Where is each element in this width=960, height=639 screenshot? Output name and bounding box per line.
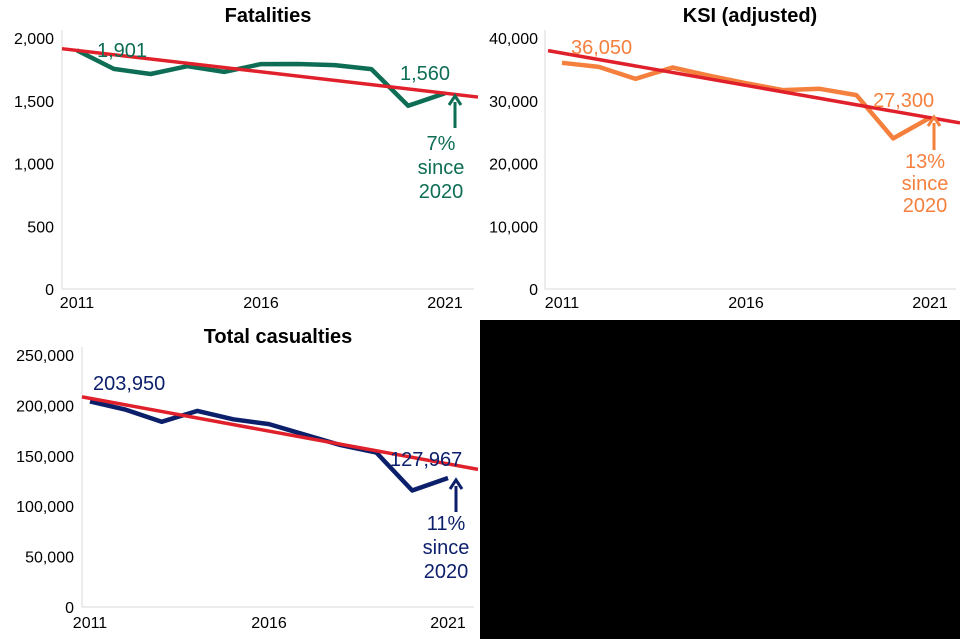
y-tick-label: 250,000 bbox=[16, 348, 74, 365]
chart-panel-3: Total casualties 0 50,000 100,000 150,000 200… bbox=[16, 326, 479, 632]
change-annotation: 13% bbox=[905, 151, 945, 173]
y-tick-label: 1,500 bbox=[14, 94, 54, 111]
y-tick-label: 200,000 bbox=[16, 398, 74, 415]
arrow-head-icon bbox=[447, 93, 463, 106]
chart-title: Total casualties bbox=[204, 326, 353, 348]
change-annotation: since bbox=[418, 157, 465, 179]
y-tick-label: 100,000 bbox=[16, 499, 74, 516]
y-tick-label: 500 bbox=[27, 219, 54, 236]
trend-line bbox=[81, 395, 479, 472]
x-tick-label: 2016 bbox=[243, 295, 279, 312]
y-tick-label: 30,000 bbox=[489, 94, 538, 111]
chart-title: KSI (adjusted) bbox=[683, 5, 817, 27]
end-value-label: 1,560 bbox=[400, 63, 450, 85]
chart-panel-2: KSI (adjusted) 0 10,000 20,000 30,000 40,000 2… bbox=[489, 5, 960, 312]
y-tick-label: 1,000 bbox=[14, 157, 54, 174]
chart-title: Fatalities bbox=[225, 5, 312, 27]
y-tick-label: 0 bbox=[45, 282, 54, 299]
x-tick-label: 2011 bbox=[60, 295, 95, 312]
series-line bbox=[561, 60, 932, 141]
y-tick-label: 2,000 bbox=[14, 31, 54, 48]
start-value-label: 1,901 bbox=[97, 40, 147, 62]
end-value-label: 27,300 bbox=[873, 90, 934, 112]
trend-line bbox=[61, 46, 479, 99]
x-tick-label: 2011 bbox=[545, 295, 580, 312]
series-line bbox=[89, 399, 449, 493]
y-tick-label: 150,000 bbox=[16, 449, 74, 466]
trend-line bbox=[547, 48, 960, 125]
y-tick-label: 10,000 bbox=[489, 219, 538, 236]
change-annotation: 2020 bbox=[424, 561, 469, 583]
x-tick-label: 2016 bbox=[728, 295, 764, 312]
change-annotation: since bbox=[902, 173, 949, 195]
x-tick-label: 2021 bbox=[912, 295, 948, 312]
end-value-label: 127,967 bbox=[390, 449, 462, 471]
x-tick-label: 2016 bbox=[251, 615, 287, 632]
change-annotation: 2020 bbox=[903, 195, 948, 217]
chart-panel-1: Fatalities 0 500 1,000 1,500 2,000 2011 2016 202… bbox=[14, 5, 479, 312]
y-tick-label: 0 bbox=[529, 282, 538, 299]
arrow-head-icon bbox=[926, 114, 942, 127]
change-annotation: since bbox=[423, 537, 470, 559]
arrow-head-icon bbox=[448, 477, 464, 490]
x-tick-label: 2011 bbox=[73, 615, 108, 632]
y-tick-label: 0 bbox=[65, 600, 74, 617]
empty-panel bbox=[480, 320, 960, 639]
start-value-label: 36,050 bbox=[571, 37, 632, 59]
x-tick-label: 2021 bbox=[427, 295, 463, 312]
x-tick-label: 2021 bbox=[430, 615, 466, 632]
change-annotation: 2020 bbox=[419, 181, 464, 203]
start-value-label: 203,950 bbox=[93, 373, 165, 395]
y-tick-label: 50,000 bbox=[25, 550, 74, 567]
y-tick-label: 20,000 bbox=[489, 157, 538, 174]
y-tick-label: 40,000 bbox=[489, 31, 538, 48]
change-annotation: 11% bbox=[427, 513, 466, 535]
change-annotation: 7% bbox=[427, 133, 456, 155]
